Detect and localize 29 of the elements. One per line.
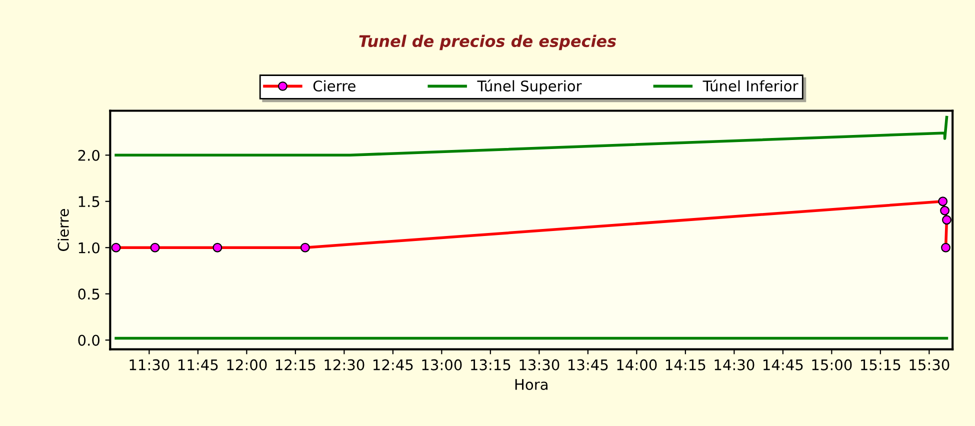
x-axis-title: Hora — [515, 379, 548, 390]
y-tick-label: 1.0 — [78, 242, 100, 254]
x-tick-label: 14:00 — [617, 359, 657, 370]
x-tick-label: 12:00 — [227, 359, 267, 370]
x-tick-label: 13:30 — [520, 359, 560, 370]
x-tick-label: 15:00 — [812, 359, 852, 370]
legend-label: Túnel Superior — [477, 80, 582, 94]
chart-title: Tunel de precios de especies — [359, 34, 616, 50]
x-tick-label: 13:45 — [568, 359, 608, 370]
x-tick-label: 12:15 — [276, 359, 316, 370]
line-series — [114, 116, 948, 157]
x-tick-label: 14:30 — [714, 359, 754, 370]
x-tick-label: 11:30 — [130, 359, 170, 370]
x-tick-label: 14:15 — [666, 359, 706, 370]
y-tick-label: 1.5 — [78, 196, 100, 208]
x-tick-label: 13:15 — [471, 359, 510, 370]
y-axis-title: Cierre — [58, 209, 69, 252]
y-tick-label: 0.5 — [78, 288, 100, 300]
x-tick-label: 12:30 — [324, 359, 364, 370]
x-tick-label: 15:30 — [910, 359, 950, 370]
y-tick-label: 2.0 — [78, 150, 100, 161]
y-tick-label: 0.0 — [78, 334, 100, 346]
x-tick-label: 12:45 — [374, 359, 413, 370]
x-tick-label: 11:45 — [178, 359, 218, 370]
x-tick-label: 15:15 — [861, 359, 900, 370]
legend-label: Túnel Inferior — [702, 80, 798, 92]
x-tick-label: 13:00 — [422, 359, 462, 370]
x-tick-label: 14:45 — [764, 359, 803, 370]
legend-label: Cierre — [313, 80, 356, 92]
